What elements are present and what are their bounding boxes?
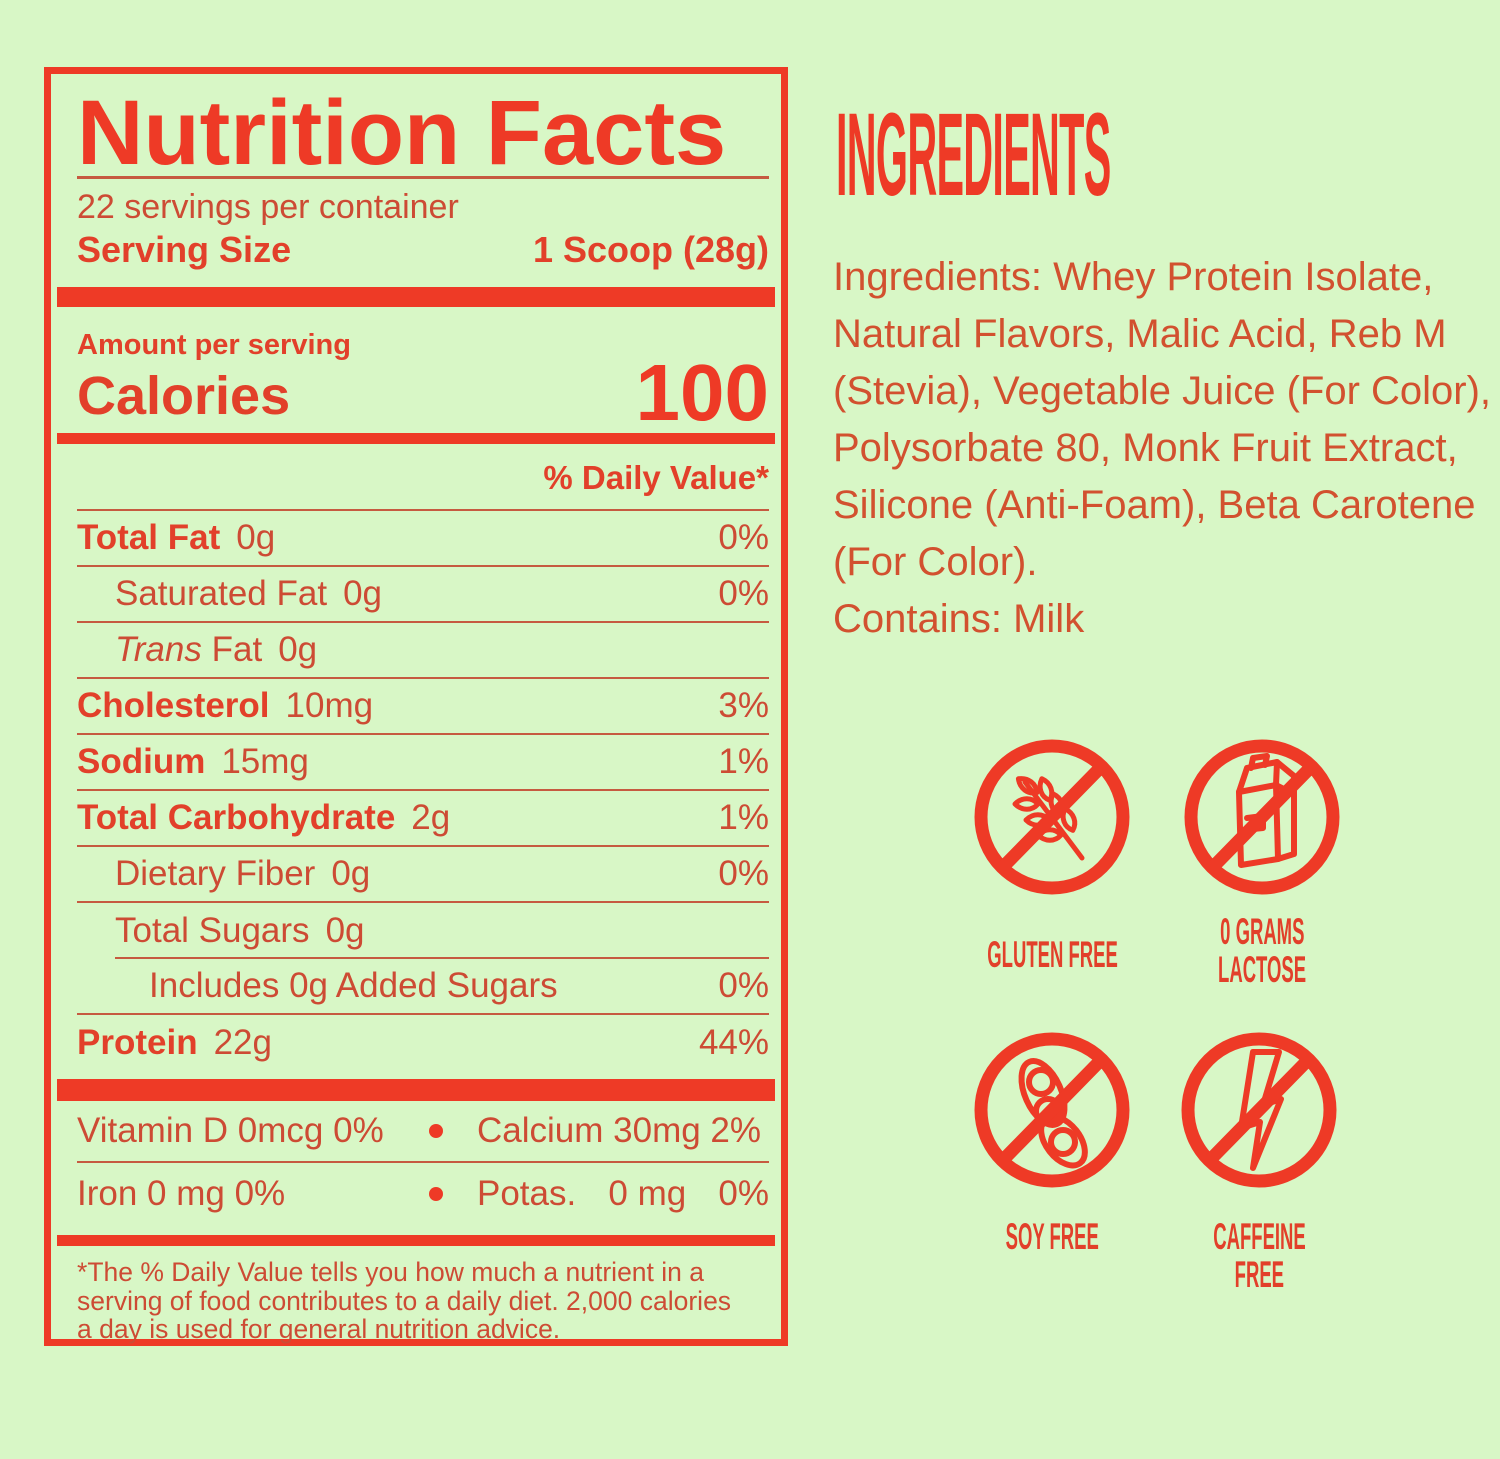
caffeine-free-label: CAFFEINE FREE <box>1212 1216 1306 1295</box>
no-lactose-icon <box>1177 732 1347 902</box>
nutrient-row-total-fat: Total Fat 0g 0% <box>77 511 769 567</box>
nutrient-row-total-carbohydrate: Total Carbohydrate 2g 1% <box>77 791 769 847</box>
no-soy-icon <box>967 1025 1137 1195</box>
nutrient-row-saturated-fat: Saturated Fat 0g 0% <box>77 567 769 623</box>
micronutrient-row-vitamin-d-calcium: Vitamin D 0mcg 0% Calcium 30mg 2% <box>77 1101 769 1163</box>
nutrient-row-dietary-fiber: Dietary Fiber 0g 0% <box>77 847 769 903</box>
medium-divider-bar <box>57 1235 775 1246</box>
zero-grams-lactose-label: 0 GRAMS LACTOSE <box>1217 911 1307 990</box>
nutrient-row-cholesterol: Cholesterol 10mg 3% <box>77 679 769 735</box>
gluten-free-label: GLUTEN FREE <box>987 934 1118 975</box>
micronutrient-row-iron-potassium: Iron 0 mg 0% Potas. 0 mg 0% <box>77 1174 769 1213</box>
nutrition-facts-title: Nutrition Facts <box>77 74 769 179</box>
calories-label: Calories <box>77 366 291 426</box>
calories-value: 100 <box>635 348 769 437</box>
serving-size-value: 1 Scoop (28g) <box>532 229 769 270</box>
medium-divider-bar <box>57 433 775 444</box>
nutrient-row-protein: Protein 22g 44% <box>77 1023 769 1062</box>
ingredients-paragraph: Ingredients: Whey Protein Isolate, Natur… <box>833 255 1492 641</box>
servings-per-container: 22 servings per container <box>77 188 459 226</box>
nutrient-row-sodium: Sodium 15mg 1% <box>77 735 769 791</box>
no-caffeine-icon <box>1174 1025 1344 1195</box>
nutrient-row-trans-fat: Trans Fat 0g <box>77 623 769 679</box>
thick-divider-bar <box>57 287 775 307</box>
amount-per-serving-label: Amount per serving <box>77 329 351 361</box>
serving-size-row: Serving Size 1 Scoop (28g) <box>77 229 769 271</box>
bullet-dot <box>429 1187 443 1201</box>
nutrient-row-total-sugars: Total Sugars 0g <box>77 903 769 959</box>
ingredients-heading: INGREDIENTS <box>836 89 1111 221</box>
nutrient-row-added-sugars: Includes 0g Added Sugars 0% <box>77 959 769 1015</box>
calories-row: Calories 100 <box>77 348 769 437</box>
serving-size-label: Serving Size <box>77 229 292 270</box>
thick-divider-bar <box>57 1079 775 1101</box>
daily-value-header: % Daily Value* <box>77 444 769 511</box>
daily-value-footnote: *The % Daily Value tells you how much a … <box>77 1257 732 1344</box>
bullet-dot <box>429 1124 443 1138</box>
no-gluten-icon <box>967 732 1137 902</box>
nutrition-facts-panel: Nutrition Facts 22 servings per containe… <box>44 67 788 1346</box>
soy-free-label: SOY FREE <box>1005 1216 1099 1257</box>
